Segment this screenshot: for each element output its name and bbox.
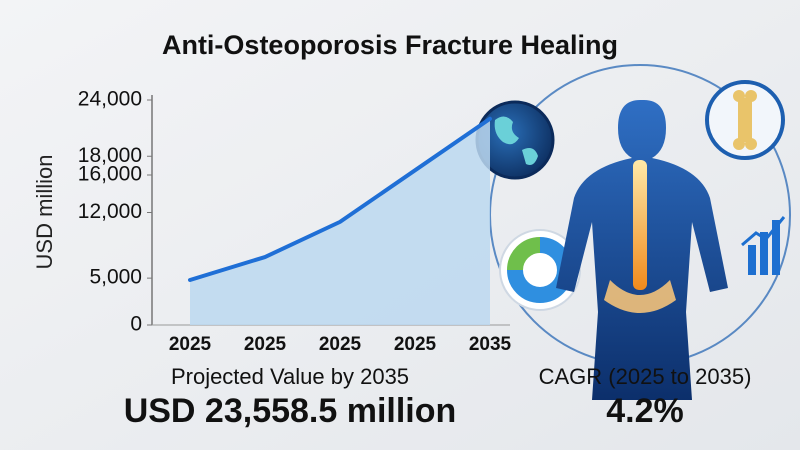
y-tick-label: 24,000 xyxy=(78,88,142,111)
stat-value: USD 23,558.5 million xyxy=(124,392,457,430)
y-tick-label: 18,000 xyxy=(78,144,142,167)
x-tick-label: 2035 xyxy=(469,334,512,355)
stat-label: CAGR (2025 to 2035) xyxy=(539,364,752,389)
plot: 24,000 18,000 12,000 16,000 5,000 0 2025 2025 20… xyxy=(78,88,512,355)
line xyxy=(188,116,492,282)
illustration xyxy=(475,64,791,400)
x-tick-label: 2025 xyxy=(169,334,212,355)
x-tick-label: 2025 xyxy=(244,334,287,355)
y-tick-label: 12,000 xyxy=(78,200,142,223)
x-tick-label: 2025 xyxy=(394,334,437,355)
y-axis-label: USD million xyxy=(32,155,57,270)
x-tick-label: 2025 xyxy=(319,334,362,355)
chart-title: Anti-Osteoporosis Fracture Healing xyxy=(162,30,618,60)
y-tick-label: 5,000 xyxy=(89,266,142,289)
stat-value: 4.2% xyxy=(606,392,684,430)
y-tick-label: 16,000 xyxy=(78,163,142,186)
stat-label: Projected Value by 2035 xyxy=(171,364,409,389)
y-tick-label: 0 xyxy=(130,313,142,336)
